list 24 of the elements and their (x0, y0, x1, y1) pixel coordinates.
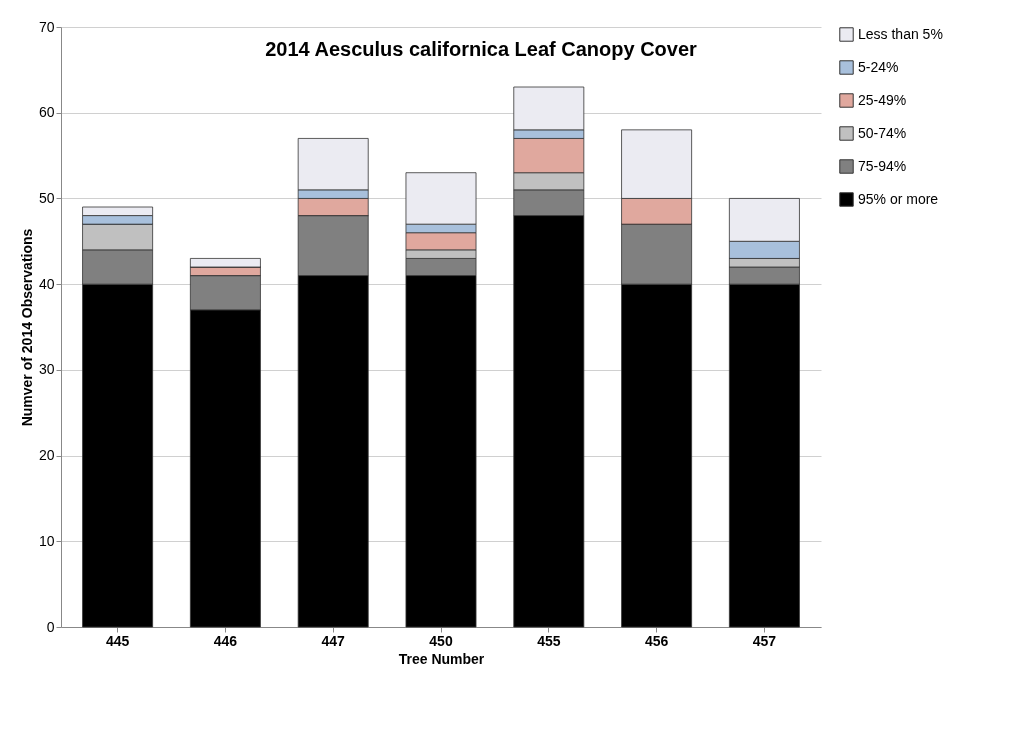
legend-label: 50-74% (858, 124, 907, 141)
x-tick-label: 445 (105, 632, 130, 649)
legend-label: 75-94% (858, 157, 907, 174)
y-tick-label: 50 (38, 189, 55, 206)
legend-label: 25-49% (858, 91, 907, 108)
y-tick-label: 20 (38, 447, 55, 464)
x-tick-label: 447 (321, 632, 346, 649)
x-tick-label: 456 (644, 632, 669, 649)
legend-label: Less than 5% (858, 25, 943, 42)
y-tick-label: 10 (38, 532, 55, 549)
legend-label: 5-24% (858, 58, 899, 75)
legend-label: 95% or more (858, 190, 939, 207)
y-tick-label: 0 (46, 618, 55, 635)
y-tick-label: 30 (38, 361, 55, 378)
y-tick-label: 70 (38, 18, 55, 35)
x-axis-title: Tree Number (398, 650, 485, 667)
y-tick-label: 60 (38, 104, 55, 121)
x-tick-label: 455 (537, 632, 561, 649)
x-tick-label: 446 (213, 632, 238, 649)
text: 2014 Aesculus californica Leaf Canopy Cover (265, 38, 698, 60)
x-tick-label: 450 (429, 632, 453, 649)
y-tick-label: 40 (38, 275, 55, 292)
x-tick-label: 457 (752, 632, 777, 649)
y-axis-title: Numver of 2014 Observations (18, 228, 35, 427)
